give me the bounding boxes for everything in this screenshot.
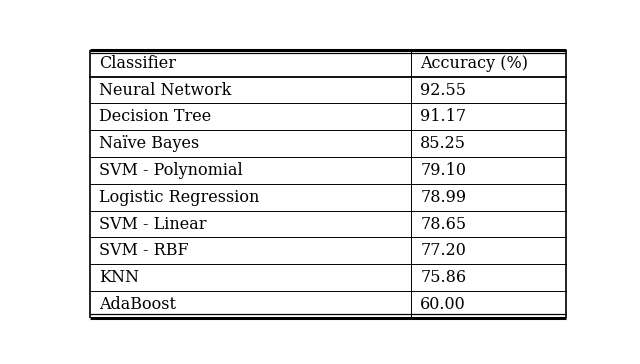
- Text: 75.86: 75.86: [420, 269, 467, 286]
- Text: 92.55: 92.55: [420, 82, 466, 99]
- Text: 78.99: 78.99: [420, 189, 467, 206]
- Text: Neural Network: Neural Network: [99, 82, 232, 99]
- Text: 79.10: 79.10: [420, 162, 466, 179]
- Text: 91.17: 91.17: [420, 108, 467, 125]
- Text: Decision Tree: Decision Tree: [99, 108, 211, 125]
- Text: SVM - RBF: SVM - RBF: [99, 242, 189, 259]
- Text: SVM - Linear: SVM - Linear: [99, 215, 207, 233]
- Text: SVM - Polynomial: SVM - Polynomial: [99, 162, 243, 179]
- Text: 85.25: 85.25: [420, 135, 466, 152]
- Text: 77.20: 77.20: [420, 242, 466, 259]
- Text: Accuracy (%): Accuracy (%): [420, 55, 528, 72]
- Text: Naïve Bayes: Naïve Bayes: [99, 135, 199, 152]
- Text: AdaBoost: AdaBoost: [99, 296, 176, 313]
- Text: Logistic Regression: Logistic Regression: [99, 189, 259, 206]
- Text: 78.65: 78.65: [420, 215, 467, 233]
- Text: KNN: KNN: [99, 269, 139, 286]
- Text: 60.00: 60.00: [420, 296, 466, 313]
- Text: Classifier: Classifier: [99, 55, 176, 72]
